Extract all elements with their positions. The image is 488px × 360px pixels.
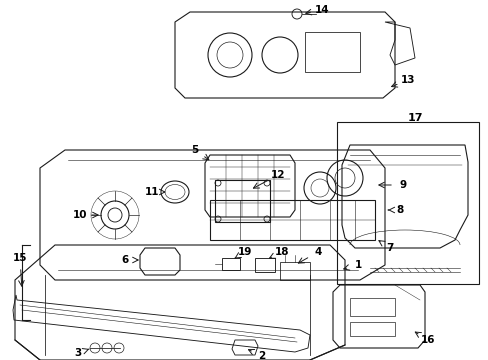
Text: 12: 12 [270,170,285,180]
Text: 5: 5 [191,145,198,155]
Text: 15: 15 [13,253,27,263]
Text: 13: 13 [400,75,414,85]
Text: 18: 18 [274,247,289,257]
Bar [349,298,394,316]
Text: 11: 11 [144,187,159,197]
Bar [280,262,309,280]
Text: 3: 3 [74,348,81,358]
Text: 1: 1 [354,260,361,270]
Text: 2: 2 [258,351,265,360]
Bar [305,32,359,72]
Text: 19: 19 [237,247,252,257]
Text: 14: 14 [314,5,328,15]
Bar [215,180,269,222]
Bar [222,258,240,270]
Text: 8: 8 [396,205,403,215]
Text: 6: 6 [121,255,128,265]
Text: 10: 10 [73,210,87,220]
Text: 9: 9 [399,180,406,190]
Bar [349,322,394,336]
Text: 16: 16 [420,335,434,345]
Bar [336,122,478,284]
Bar [254,258,274,272]
Text: 4: 4 [314,247,321,257]
Text: 7: 7 [386,243,393,253]
Text: 17: 17 [407,113,422,123]
